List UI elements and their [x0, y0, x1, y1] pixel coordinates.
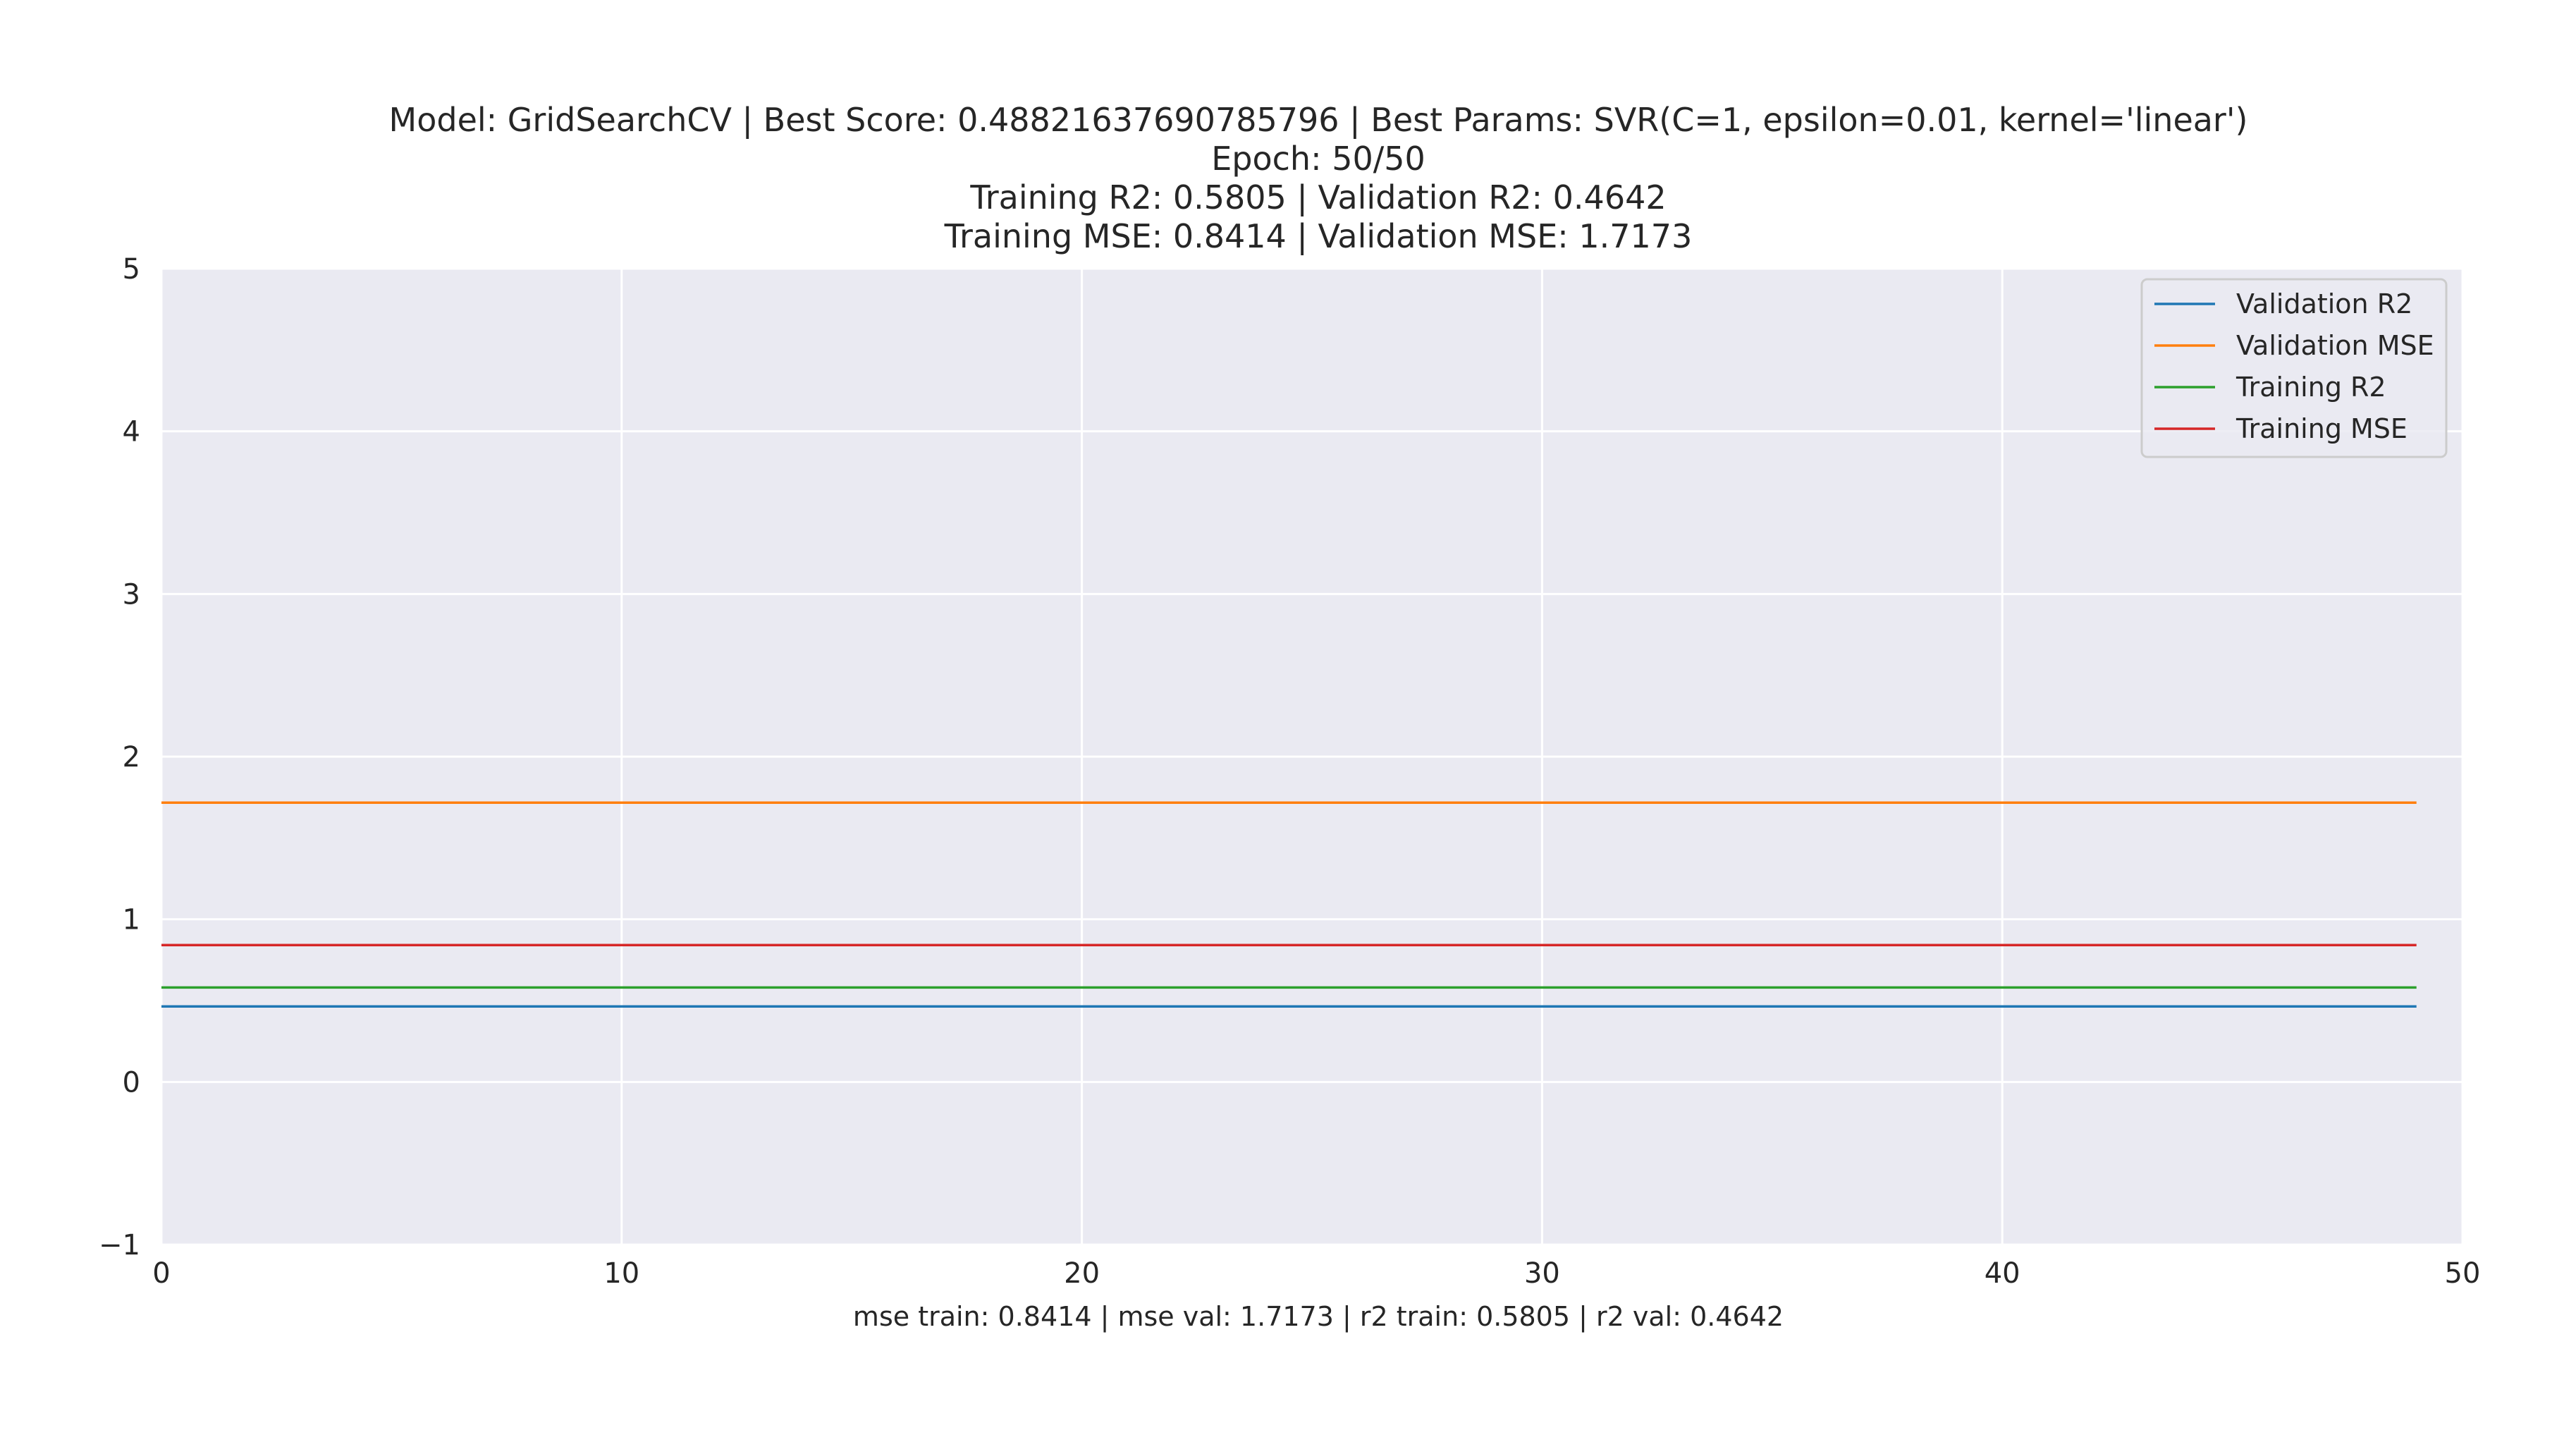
x-axis-ticks: 0 10 20 30 40 50: [152, 1257, 2480, 1290]
legend-box: [2140, 278, 2448, 458]
x-tick-label-4: 40: [1985, 1257, 2020, 1290]
y-tick-label-0: −1: [99, 1229, 140, 1262]
y-tick-label-1: 0: [123, 1066, 140, 1099]
grid-lines: [160, 267, 2464, 1246]
x-tick-label-5: 50: [2445, 1257, 2481, 1290]
legend-label-0: Validation R2: [2236, 288, 2412, 319]
x-tick-label-2: 20: [1064, 1257, 1100, 1290]
x-tick-label-1: 10: [603, 1257, 639, 1290]
legend-label-3: Training MSE: [2235, 413, 2408, 444]
title-line-2: Epoch: 50/50: [1211, 140, 1425, 178]
y-tick-label-3: 2: [123, 741, 140, 774]
legend: Validation R2 Validation MSE Training R2 Tr…: [2140, 278, 2448, 458]
y-tick-label-6: 5: [123, 253, 140, 286]
title-line-1: Model: GridSearchCV | Best Score: 0.4882…: [389, 101, 2248, 140]
legend-label-1: Validation MSE: [2236, 330, 2434, 361]
chart-title: Model: GridSearchCV | Best Score: 0.4882…: [389, 101, 2248, 256]
x-axis-label: mse train: 0.8414 | mse val: 1.7173 | r2…: [853, 1301, 1784, 1333]
legend-label-2: Training R2: [2235, 372, 2386, 403]
title-line-3: Training R2: 0.5805 | Validation R2: 0.4…: [969, 178, 1666, 217]
y-tick-label-2: 1: [123, 904, 140, 936]
y-tick-label-5: 4: [123, 416, 140, 448]
series-lines: [161, 801, 2417, 1008]
x-tick-label-0: 0: [152, 1257, 170, 1290]
x-tick-label-3: 30: [1524, 1257, 1560, 1290]
y-tick-label-4: 3: [123, 578, 140, 611]
title-line-4: Training MSE: 0.8414 | Validation MSE: 1…: [944, 217, 1693, 256]
y-axis-ticks: −1 0 1 2 3 4 5: [99, 253, 140, 1262]
